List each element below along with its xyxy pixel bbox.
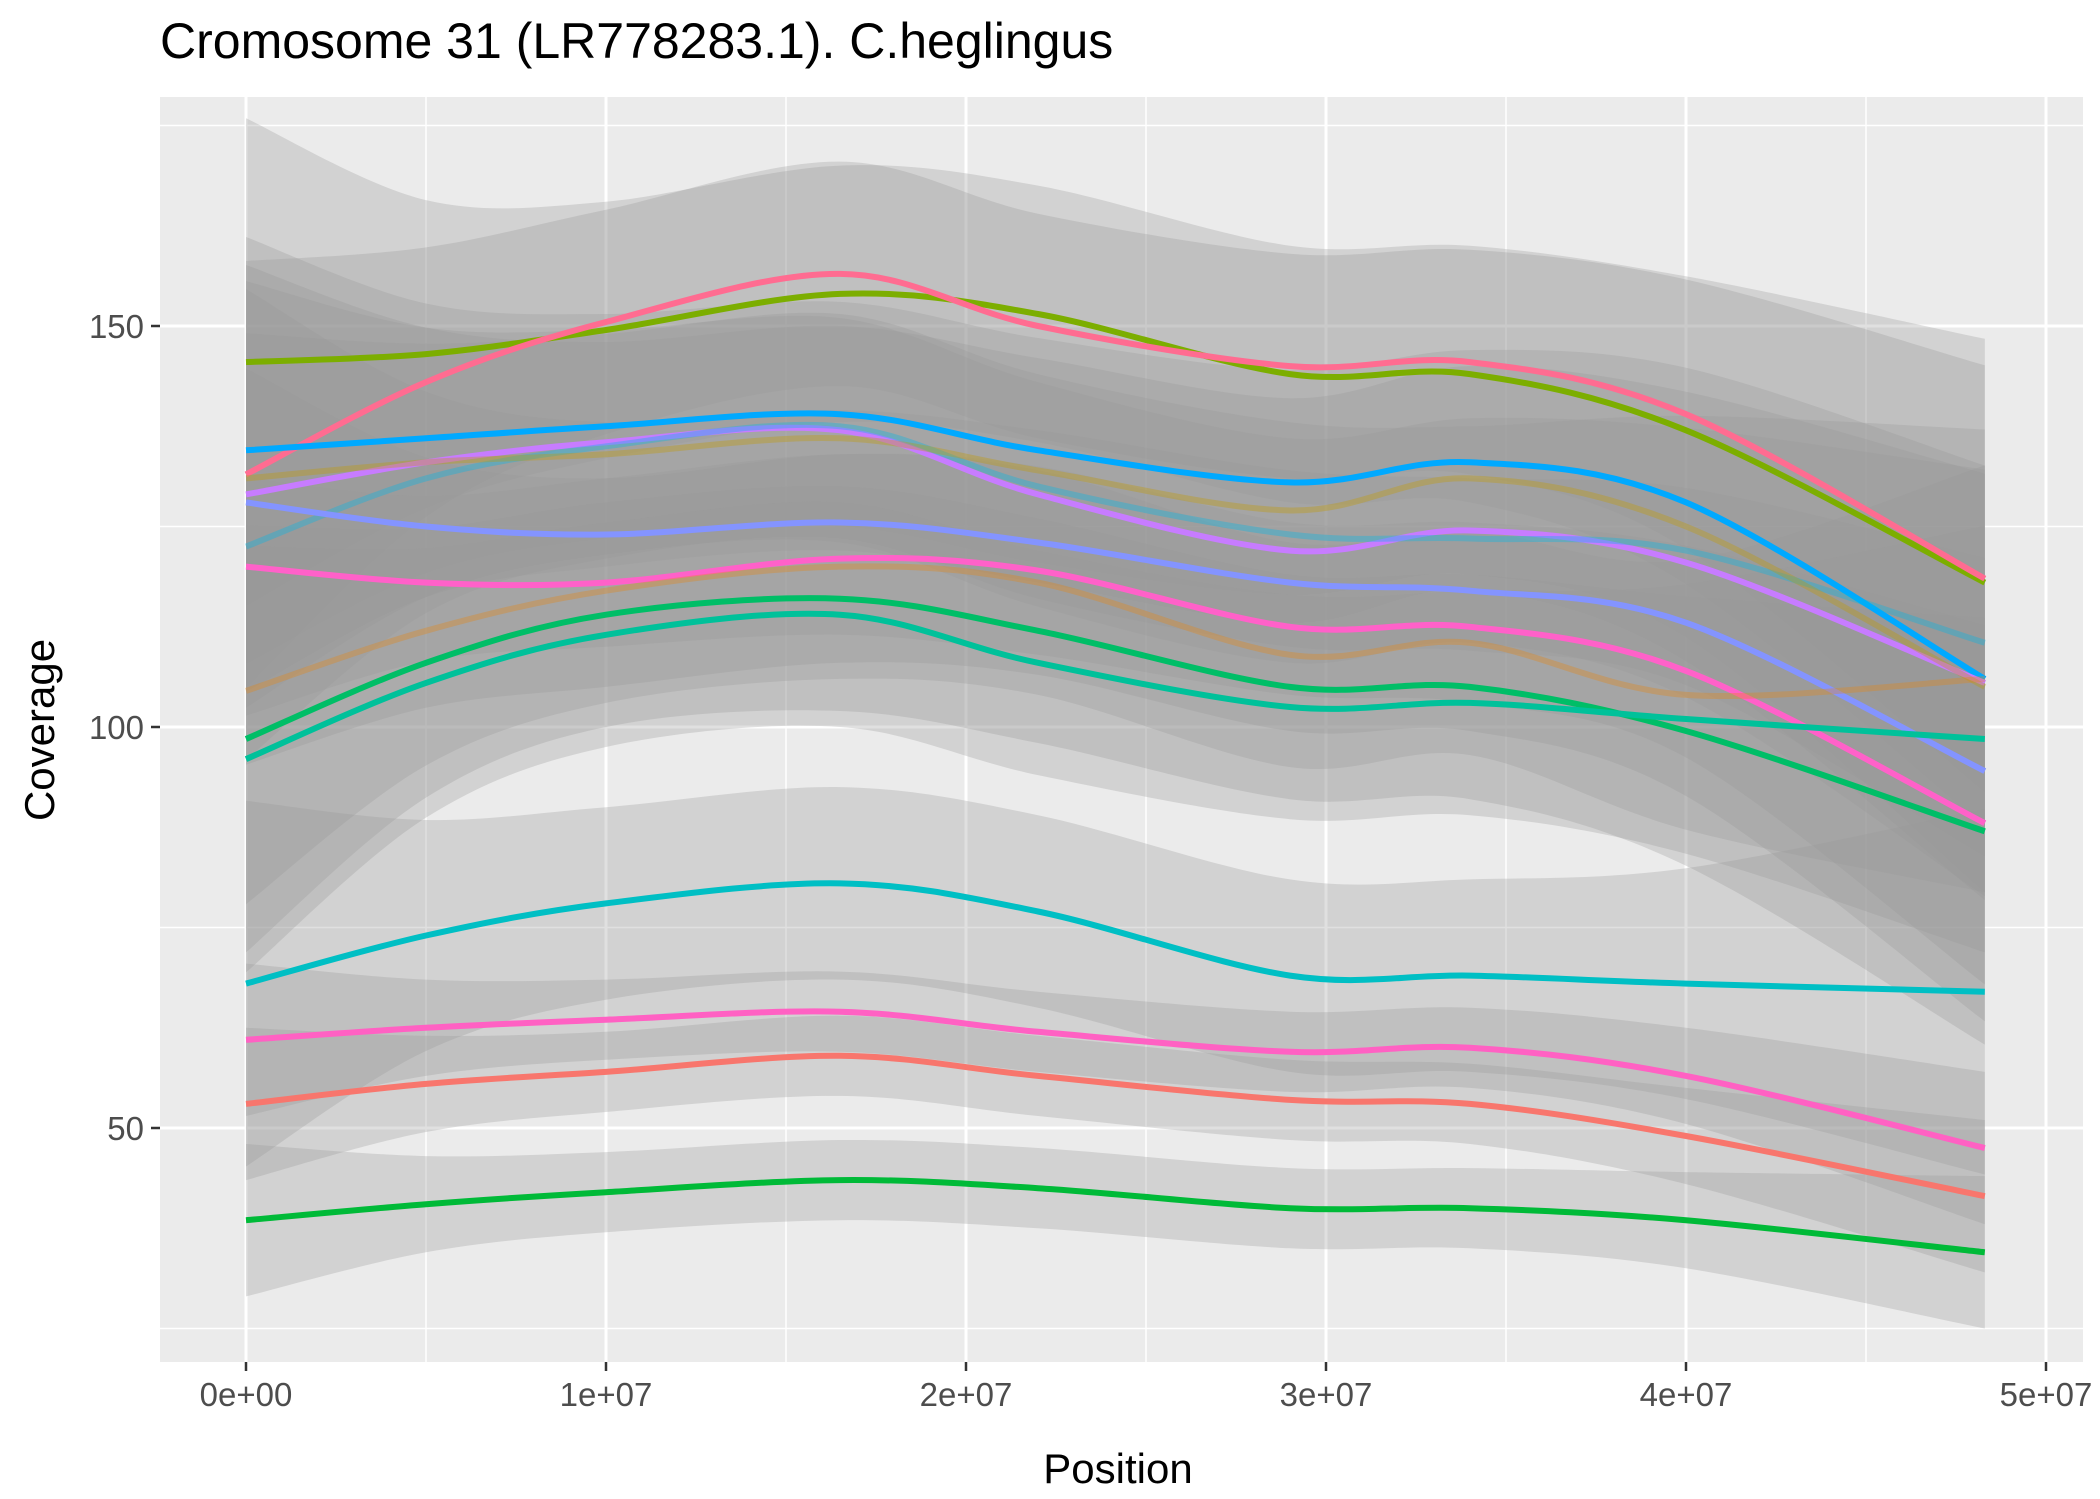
y-axis-title: Coverage [16, 639, 63, 821]
x-axis-title: Position [1043, 1445, 1192, 1492]
confidence-band-6 [246, 265, 1985, 901]
confidence-band-1 [246, 118, 1985, 827]
y-tick-label: 150 [89, 308, 144, 345]
series-line-15 [245, 1177, 1986, 1256]
confidence-band-12 [246, 787, 1985, 1175]
series-line-9 [245, 563, 1985, 700]
y-axis: 50 100 150 [89, 308, 160, 1147]
x-tick-label: 4e+07 [1640, 1376, 1733, 1413]
confidence-band-11 [246, 501, 1985, 973]
x-tick-label: 0e+00 [200, 1376, 293, 1413]
confidence-band-14 [246, 1015, 1985, 1273]
confidence-band-13 [246, 963, 1985, 1225]
series-line-11 [244, 610, 1985, 762]
series-line-8 [245, 554, 1987, 826]
y-tick-label: 100 [89, 709, 144, 746]
chart-title: Cromosome 31 (LR778283.1). C.heglingus [160, 13, 1113, 69]
series-line-4 [245, 424, 1986, 686]
confidence-band-3 [246, 237, 1985, 893]
series-lines [244, 270, 1987, 1256]
series-line-7 [245, 499, 1987, 774]
series-line-10 [244, 595, 1986, 835]
x-tick-label: 5e+07 [2000, 1376, 2093, 1413]
series-line-13 [245, 1008, 1986, 1151]
x-tick-label: 2e+07 [920, 1376, 1013, 1413]
x-tick-label: 3e+07 [1280, 1376, 1373, 1413]
series-line-14 [245, 1052, 1986, 1200]
series-line-2 [244, 270, 1987, 582]
y-tick-label: 50 [107, 1110, 144, 1147]
series-line-6 [245, 434, 1987, 690]
confidence-band-7 [246, 289, 1985, 985]
x-axis: 0e+00 1e+07 2e+07 3e+07 4e+07 5e+07 [200, 1362, 2093, 1413]
series-line-12 [245, 880, 1985, 995]
plot-panel [160, 97, 2083, 1362]
series-line-1 [245, 290, 1987, 586]
x-tick-label: 1e+07 [560, 1376, 653, 1413]
series-line-3 [245, 410, 1987, 682]
series-line-5 [244, 421, 1986, 646]
